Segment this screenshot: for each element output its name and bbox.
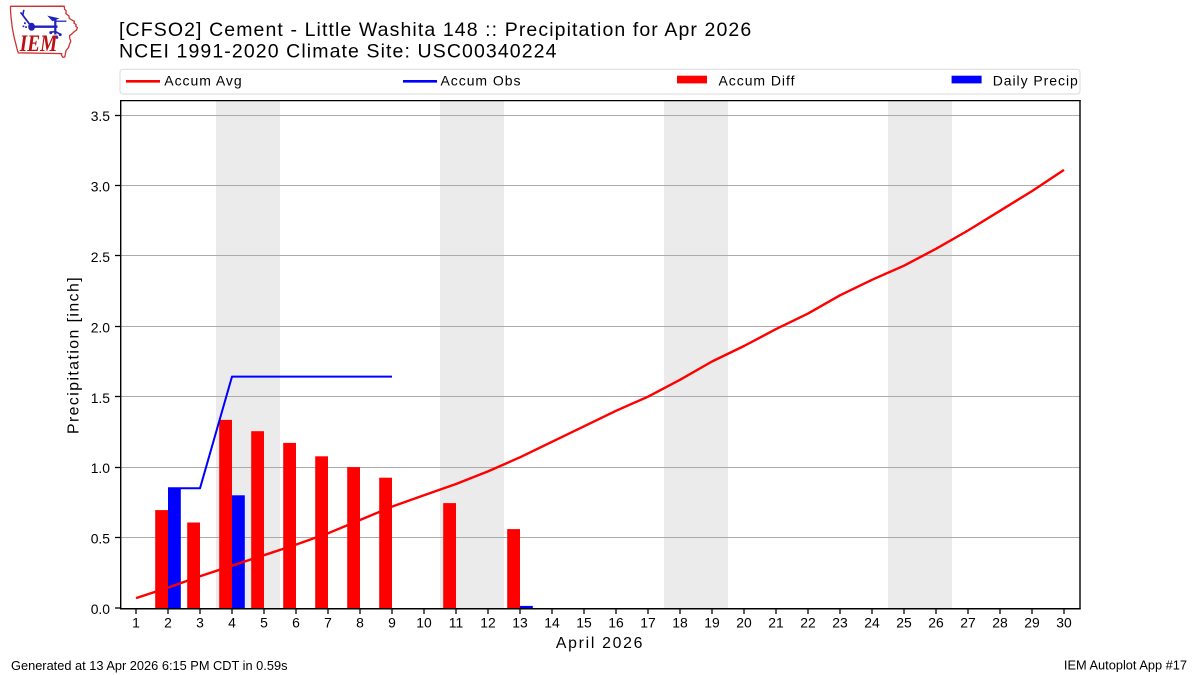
svg-text:9: 9: [388, 615, 396, 631]
svg-text:11: 11: [449, 615, 464, 631]
svg-text:3.5: 3.5: [91, 108, 111, 124]
svg-text:29: 29: [1024, 615, 1040, 631]
svg-text:NCEI 1991-2020 Climate Site: U: NCEI 1991-2020 Climate Site: USC00340224: [119, 41, 558, 63]
svg-text:1.0: 1.0: [91, 460, 111, 476]
svg-text:6: 6: [292, 615, 300, 631]
svg-text:3: 3: [196, 615, 204, 631]
svg-text:Accum Avg: Accum Avg: [164, 72, 242, 88]
svg-text:2: 2: [164, 615, 172, 631]
svg-text:25: 25: [896, 615, 912, 631]
svg-text:5: 5: [260, 615, 268, 631]
svg-text:3.0: 3.0: [91, 179, 111, 195]
svg-text:17: 17: [640, 615, 656, 631]
svg-text:Accum Obs: Accum Obs: [441, 72, 522, 88]
svg-text:2.5: 2.5: [91, 249, 111, 265]
svg-text:24: 24: [864, 615, 880, 631]
svg-text:14: 14: [544, 615, 560, 631]
svg-text:22: 22: [800, 615, 816, 631]
svg-text:18: 18: [672, 615, 688, 631]
svg-text:[CFSO2] Cement - Little Washit: [CFSO2] Cement - Little Washita 148 :: P…: [119, 19, 752, 41]
svg-text:8: 8: [356, 615, 364, 631]
svg-text:19: 19: [704, 615, 720, 631]
svg-text:7: 7: [324, 615, 332, 631]
svg-text:23: 23: [832, 615, 848, 631]
svg-text:28: 28: [992, 615, 1008, 631]
svg-text:Generated at 13 Apr 2026 6:15: Generated at 13 Apr 2026 6:15 PM CDT in …: [11, 658, 288, 673]
svg-text:10: 10: [416, 615, 432, 631]
svg-text:1.5: 1.5: [91, 390, 111, 406]
svg-text:Daily Precip: Daily Precip: [993, 72, 1079, 88]
svg-text:0.5: 0.5: [91, 531, 111, 547]
svg-text:Accum Diff: Accum Diff: [719, 72, 796, 88]
svg-text:27: 27: [960, 615, 976, 631]
svg-text:12: 12: [480, 615, 496, 631]
svg-text:2.0: 2.0: [91, 319, 111, 335]
svg-text:IEM Autoplot App #17: IEM Autoplot App #17: [1064, 658, 1187, 673]
svg-text:0.0: 0.0: [91, 601, 111, 617]
svg-text:20: 20: [736, 615, 752, 631]
svg-text:1: 1: [132, 615, 140, 631]
svg-text:26: 26: [928, 615, 944, 631]
svg-text:13: 13: [512, 615, 528, 631]
svg-text:15: 15: [576, 615, 592, 631]
svg-text:21: 21: [768, 615, 784, 631]
svg-text:16: 16: [608, 615, 624, 631]
svg-text:30: 30: [1056, 615, 1072, 631]
svg-text:4: 4: [228, 615, 236, 631]
svg-text:IEM: IEM: [19, 30, 58, 56]
svg-text:Precipitation [inch]: Precipitation [inch]: [66, 276, 83, 434]
svg-text:April 2026: April 2026: [556, 635, 644, 652]
